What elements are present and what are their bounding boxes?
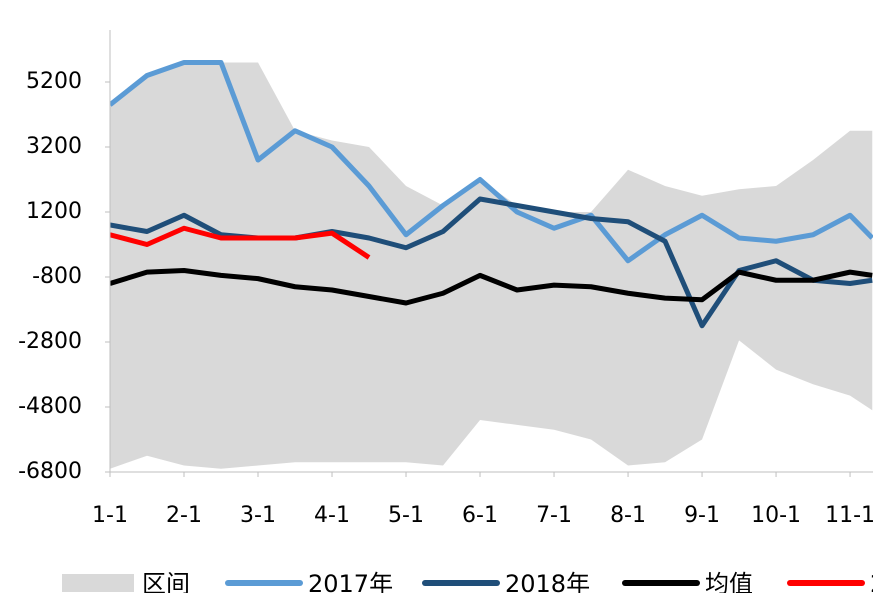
y-tick-label: -800 (32, 264, 82, 289)
plot-area (110, 62, 873, 469)
series-line (110, 225, 371, 260)
y-tick-label: 5200 (26, 69, 82, 94)
y-tick-label: 1200 (26, 199, 82, 224)
x-tick-label: 10-1 (751, 503, 801, 528)
x-tick-label: 1-1 (92, 503, 128, 528)
x-tick-label: 11-1 (825, 503, 873, 528)
x-tick-label: 8-1 (610, 503, 646, 528)
series-line (110, 60, 873, 264)
legend-label: 均值 (705, 570, 753, 593)
range-band (110, 62, 873, 469)
y-tick-label: 3200 (26, 134, 82, 159)
y-tick-label: -6800 (18, 459, 82, 484)
series-line (110, 268, 873, 306)
legend-label: 2019年 (870, 570, 873, 593)
y-tick-label: -2800 (18, 329, 82, 354)
legend-label: 2017年 (308, 570, 393, 593)
legend-swatch (62, 574, 134, 592)
x-tick-label: 9-1 (684, 503, 720, 528)
x-tick-label: 2-1 (166, 503, 202, 528)
x-tick-label: 6-1 (462, 503, 498, 528)
x-tick-label: 3-1 (240, 503, 276, 528)
x-tick-label: 4-1 (314, 503, 350, 528)
x-tick-label: 5-1 (388, 503, 424, 528)
legend-label: 区间 (142, 570, 190, 593)
legend-label: 2018年 (505, 570, 590, 593)
y-tick-label: -4800 (18, 394, 82, 419)
plot-lines (110, 60, 873, 329)
x-tick-label: 7-1 (536, 503, 572, 528)
